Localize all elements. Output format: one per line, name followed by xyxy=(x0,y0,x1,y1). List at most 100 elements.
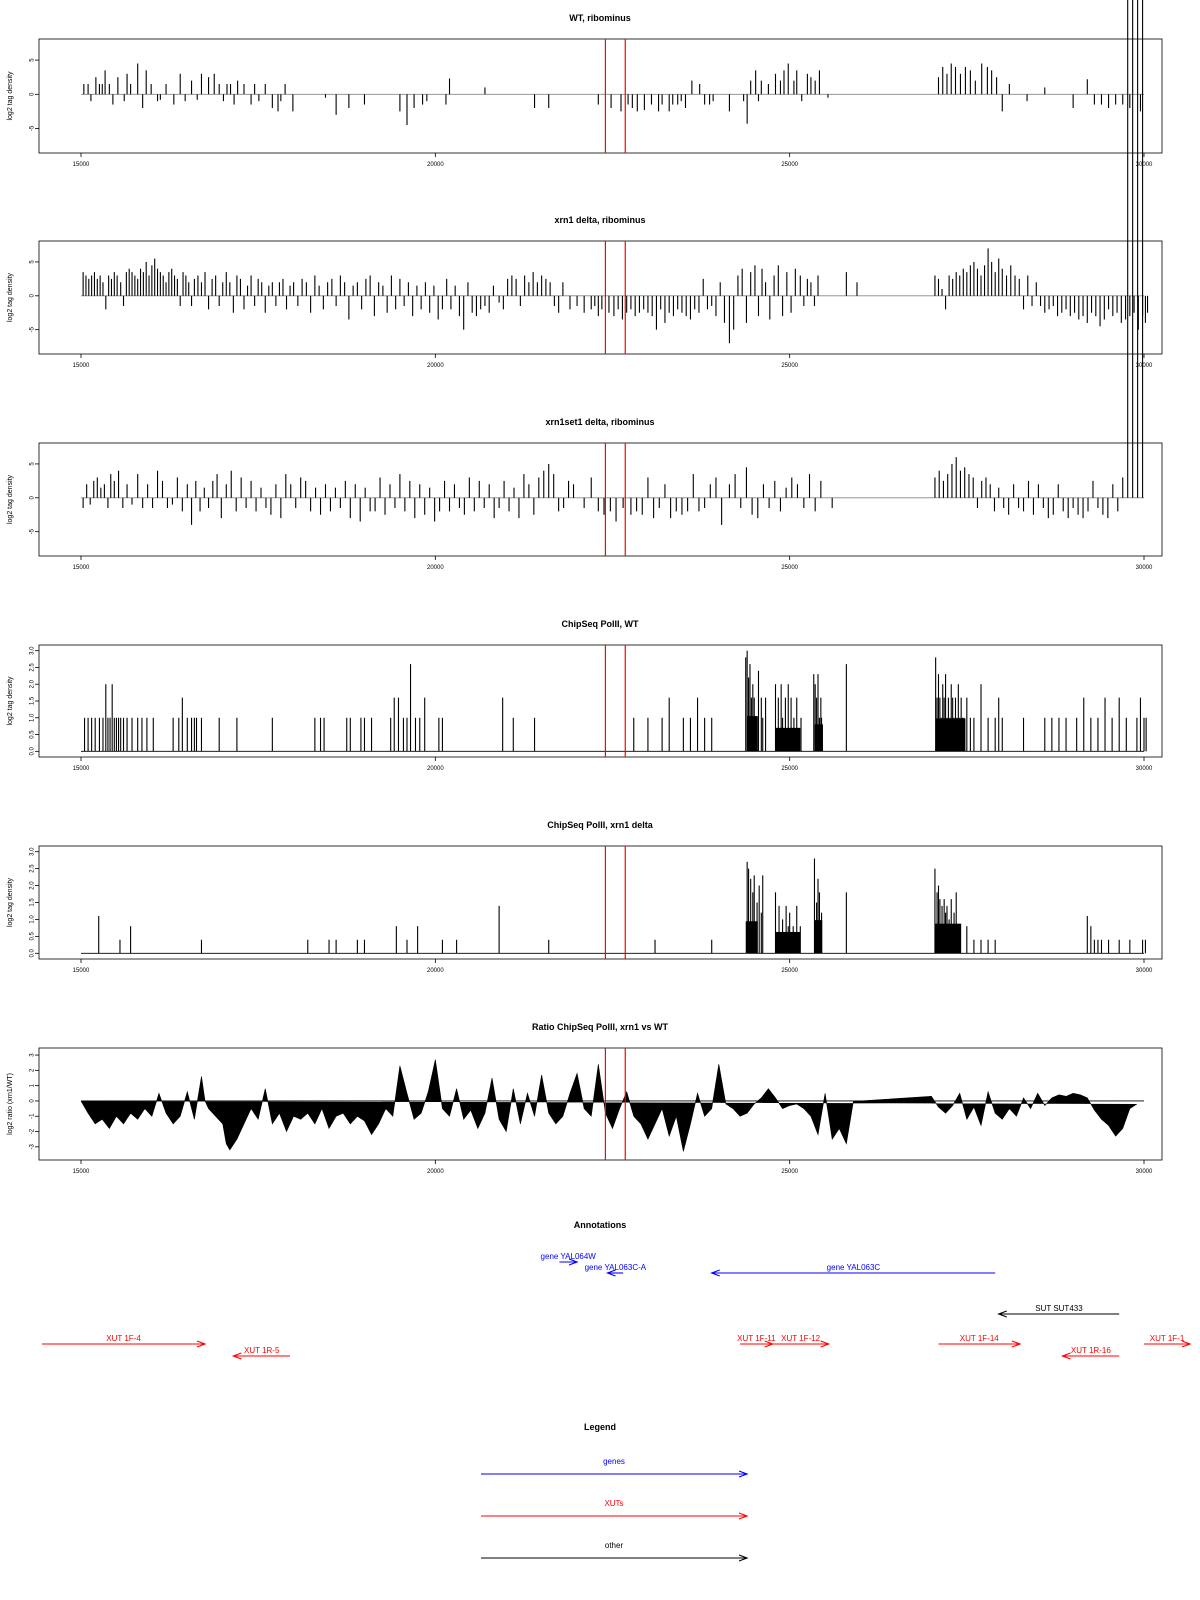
y-axis-label: log2 tag density xyxy=(7,474,14,524)
y-tick-label: 5 xyxy=(30,260,36,264)
y-tick-label: 1.0 xyxy=(30,713,36,722)
y-tick-label: 0.5 xyxy=(30,932,36,941)
x-tick-label: 25000 xyxy=(781,162,798,168)
y-axis-label: log2 tag density xyxy=(7,71,14,121)
y-tick-label: 0.0 xyxy=(30,746,36,755)
chart-panel: WT, ribominus 5 0 -5 log2 tag density 15000 20… xyxy=(7,13,1163,168)
plot-frame xyxy=(38,240,1163,355)
legend-label: other xyxy=(605,1541,624,1550)
y-tick-label: 3.0 xyxy=(30,847,36,856)
y-tick-label: -5 xyxy=(30,528,36,534)
dense-bar-block xyxy=(814,724,823,752)
x-tick-label: 20000 xyxy=(427,565,444,571)
feature-arrow xyxy=(605,1269,624,1277)
x-tick-label: 30000 xyxy=(1136,766,1153,772)
y-tick-label: 0 xyxy=(30,1099,36,1103)
chart-panel: ChipSeq PolII, xrn1 delta 3.0 2.5 2.0 1.5 1.0… xyxy=(7,820,1163,974)
feature-arrow xyxy=(42,1340,207,1348)
y-tick-label: 2.5 xyxy=(30,663,36,672)
y-axis-label: log2 ratio (xrn1/WT) xyxy=(7,1073,14,1135)
feature-label: XUT 1R-16 xyxy=(1071,1346,1111,1355)
y-tick-label: 3 xyxy=(30,1053,36,1057)
plot-frame xyxy=(38,1047,1163,1161)
feature-label: gene YAL063C xyxy=(827,1263,881,1272)
ratio-area xyxy=(80,1059,1138,1152)
x-tick-label: 30000 xyxy=(1136,363,1153,369)
chart-panel: xrn1 delta, ribominus 5 0 -5 log2 tag densit… xyxy=(7,215,1163,369)
x-tick-label: 20000 xyxy=(427,162,444,168)
x-tick-label: 30000 xyxy=(1136,1169,1153,1175)
x-tick-label: 15000 xyxy=(73,162,90,168)
feature-label: XUT 1F-12 xyxy=(781,1334,821,1343)
chart-panel: xrn1set1 delta, ribominus 5 0 -5 log2 tag de… xyxy=(7,0,1163,571)
dense-bar-block xyxy=(935,718,966,752)
y-tick-label: 5 xyxy=(30,58,36,62)
chart-title: xrn1 delta, ribominus xyxy=(554,215,645,225)
plot-frame xyxy=(38,442,1163,557)
plot-frame xyxy=(38,38,1163,154)
feature-arrow xyxy=(710,1269,996,1277)
y-axis-label: log2 tag density xyxy=(7,272,14,322)
y-tick-label: 0.5 xyxy=(30,730,36,739)
x-tick-label: 25000 xyxy=(781,766,798,772)
x-tick-label: 15000 xyxy=(73,565,90,571)
feature-arrow xyxy=(559,1258,579,1266)
y-tick-label: -5 xyxy=(30,326,36,332)
y-tick-label: 0 xyxy=(30,92,36,96)
x-tick-label: 20000 xyxy=(427,1169,444,1175)
legend-label: XUTs xyxy=(604,1499,623,1508)
y-tick-label: 3.0 xyxy=(30,646,36,655)
y-tick-label: 1.5 xyxy=(30,696,36,705)
x-tick-label: 15000 xyxy=(73,363,90,369)
y-tick-label: 0.0 xyxy=(30,948,36,957)
x-tick-label: 20000 xyxy=(427,766,444,772)
feature-arrow xyxy=(772,1340,831,1348)
feature-arrow xyxy=(997,1310,1120,1318)
feature-label: XUT 1F-4 xyxy=(106,1334,141,1343)
chart-title: ChipSeq PolII, WT xyxy=(562,619,639,629)
annotations-panel: Annotations gene YAL064W gene YAL063C-A gen… xyxy=(42,1220,1192,1360)
y-tick-label: 2.0 xyxy=(30,881,36,890)
chart-title: Ratio ChipSeq PolII, xrn1 vs WT xyxy=(532,1022,669,1032)
feature-label: SUT SUT433 xyxy=(1035,1304,1083,1313)
y-tick-label: 0 xyxy=(30,495,36,499)
y-tick-label: 2.0 xyxy=(30,679,36,688)
chart-title: ChipSeq PolII, xrn1 delta xyxy=(547,820,654,830)
x-tick-label: 15000 xyxy=(73,968,90,974)
legend-arrow xyxy=(481,1512,749,1520)
chart-title: xrn1set1 delta, ribominus xyxy=(545,417,654,427)
y-tick-label: 1.0 xyxy=(30,915,36,924)
y-tick-label: 2.5 xyxy=(30,864,36,873)
y-tick-label: 2 xyxy=(30,1068,36,1072)
feature-label: XUT 1R-5 xyxy=(244,1346,280,1355)
x-tick-label: 15000 xyxy=(73,766,90,772)
feature-label: XUT 1F-14 xyxy=(960,1334,1000,1343)
dense-bar-block xyxy=(934,923,962,954)
feature-arrow xyxy=(1144,1340,1192,1348)
feature-label: XUT 1F-1 xyxy=(1150,1334,1185,1343)
legend-arrow xyxy=(481,1554,749,1562)
y-tick-label: 1.5 xyxy=(30,898,36,907)
feature-arrow xyxy=(231,1352,291,1360)
y-axis-label: log2 tag density xyxy=(7,877,14,927)
plot-frame xyxy=(38,845,1163,960)
chart-panel: Ratio ChipSeq PolII, xrn1 vs WT 3 2 1 0 -1 -2 -… xyxy=(7,1022,1163,1175)
y-tick-label: 1 xyxy=(30,1083,36,1087)
legend-title: Legend xyxy=(584,1422,616,1432)
annotations-title: Annotations xyxy=(574,1220,627,1230)
y-tick-label: 5 xyxy=(30,462,36,466)
y-tick-label: -5 xyxy=(30,125,36,131)
y-tick-label: 0 xyxy=(30,293,36,297)
y-tick-label: -2 xyxy=(30,1128,36,1134)
x-tick-label: 20000 xyxy=(427,968,444,974)
chart-panel: ChipSeq PolII, WT 3.0 2.5 2.0 1.5 1.0 0.5 0.0 lo… xyxy=(7,619,1163,772)
feature-label: gene YAL063C-A xyxy=(585,1263,647,1272)
feature-label: XUT 1F-11 xyxy=(737,1334,776,1343)
plot-frame xyxy=(38,644,1163,758)
legend-panel: Legend genes XUTs other xyxy=(481,1422,749,1562)
x-tick-label: 25000 xyxy=(781,565,798,571)
legend-label: genes xyxy=(603,1457,625,1466)
y-tick-label: -3 xyxy=(30,1143,36,1149)
x-tick-label: 15000 xyxy=(73,1169,90,1175)
